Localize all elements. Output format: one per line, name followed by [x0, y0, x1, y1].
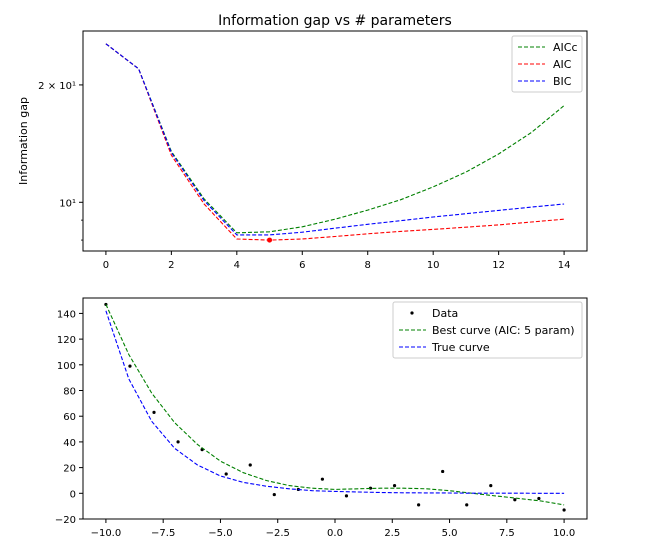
data-point	[489, 483, 493, 488]
data-point	[562, 508, 566, 512]
data-point	[392, 483, 397, 488]
bottom-y-tick-label: 140	[57, 309, 76, 320]
bottom-x-tick-label: 2.5	[384, 528, 400, 539]
data-point	[152, 410, 156, 414]
top-x-tick-label: 14	[558, 260, 571, 271]
data-point	[128, 364, 132, 368]
bottom-y-tick-label: 80	[63, 387, 76, 398]
data-point	[176, 440, 180, 444]
bottom-x-tick-label: 10.0	[553, 528, 575, 539]
series-line-aicc	[105, 43, 565, 234]
best-curve-line	[105, 304, 565, 506]
data-point	[537, 496, 541, 501]
top-x-tick-label: 0	[103, 260, 109, 271]
top-plot-title: Information gap vs # parameters	[218, 13, 452, 29]
bottom-y-tick-label: 0	[70, 489, 76, 500]
data-point	[441, 469, 445, 474]
bottom-x-tick-label: −7.5	[151, 528, 175, 539]
top-x-tick-label: 2	[168, 260, 174, 271]
bottom-y-tick-label: −20	[55, 515, 76, 526]
legend-label-true-curve: True curve	[431, 341, 490, 354]
legend-label-aicc: AICc	[553, 41, 578, 54]
data-point	[272, 492, 276, 497]
data-point	[248, 463, 252, 467]
bottom-legend	[392, 301, 583, 359]
legend-label-aic: AIC	[553, 58, 572, 71]
data-point	[465, 503, 469, 507]
bottom-x-tick-label: −5.0	[208, 528, 232, 539]
top-x-tick-label: 10	[427, 260, 440, 271]
bottom-y-tick-label: 40	[63, 438, 76, 449]
top-y-tick-label: 2 × 10¹	[38, 81, 76, 92]
top-x-tick-label: 8	[365, 260, 371, 271]
top-x-tick-label: 4	[234, 260, 240, 271]
true-curve-line	[105, 310, 565, 494]
data-point	[320, 477, 324, 481]
bottom-y-tick-label: 60	[63, 412, 76, 423]
best-aic-marker	[267, 237, 273, 243]
bottom-y-tick-label: 120	[57, 335, 76, 346]
bottom-y-tick-label: 20	[63, 464, 76, 475]
legend-label-data: Data	[432, 307, 458, 320]
bottom-plot: −10.0 −7.5 −5.0 −2.5 0.0 2.5 5.0 7.5 10.0 −20 0 20 4…	[55, 297, 588, 539]
legend-swatch-data	[410, 311, 414, 315]
top-y-tick-label: 10¹	[59, 198, 76, 209]
bottom-x-tick-label: 5.0	[442, 528, 458, 539]
bottom-y-tick-label: 100	[57, 361, 76, 372]
top-x-tick-label: 12	[492, 260, 505, 271]
top-x-tick-label: 6	[299, 260, 305, 271]
bottom-x-tick-label: 0.0	[327, 528, 343, 539]
legend-label-bic: BIC	[553, 75, 572, 88]
top-plot-frame	[82, 30, 588, 252]
data-point	[513, 498, 517, 502]
top-legend	[511, 35, 583, 93]
bottom-x-tick-label: −10.0	[91, 528, 122, 539]
top-plot: Information gap vs # parameters Informat…	[17, 13, 588, 271]
series-line-bic	[105, 43, 565, 236]
data-point	[224, 472, 228, 476]
bottom-x-tick-label: 7.5	[499, 528, 515, 539]
bottom-x-tick-label: −2.5	[266, 528, 290, 539]
data-point	[417, 503, 421, 507]
top-plot-ylabel: Information gap	[17, 97, 30, 185]
data-point	[344, 494, 349, 498]
series-line-aic	[105, 43, 565, 241]
legend-label-best-curve: Best curve (AIC: 5 param)	[432, 324, 575, 337]
